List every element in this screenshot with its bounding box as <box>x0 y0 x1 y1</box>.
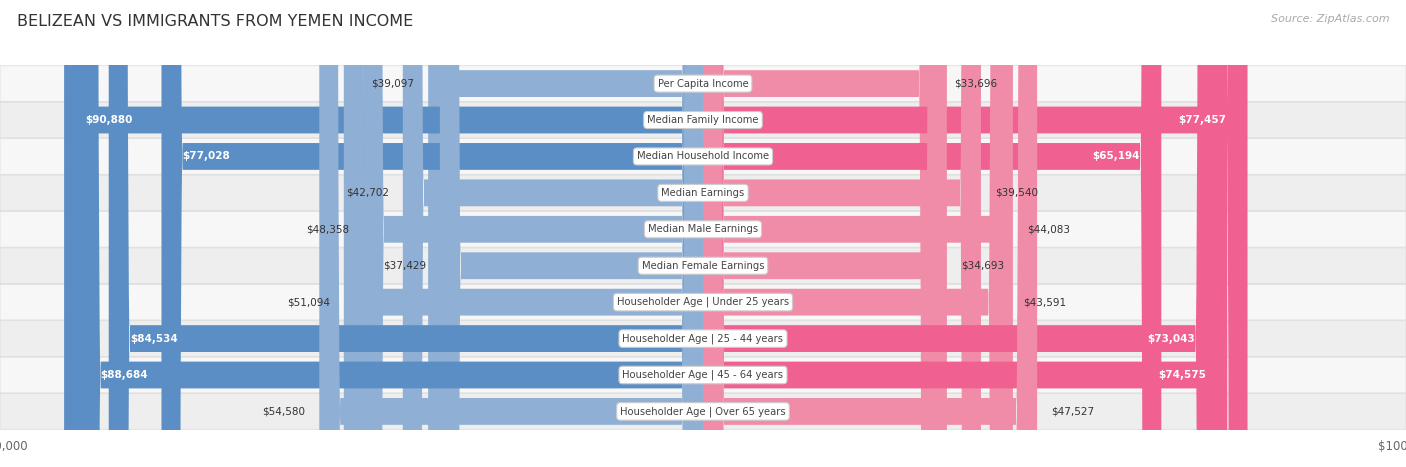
Text: $65,194: $65,194 <box>1092 151 1140 162</box>
FancyBboxPatch shape <box>440 0 703 467</box>
Text: $44,083: $44,083 <box>1026 224 1070 234</box>
Text: $42,702: $42,702 <box>346 188 388 198</box>
Text: $84,534: $84,534 <box>129 333 177 344</box>
Text: $77,028: $77,028 <box>183 151 231 162</box>
Text: $74,575: $74,575 <box>1159 370 1206 380</box>
FancyBboxPatch shape <box>0 284 1406 320</box>
FancyBboxPatch shape <box>703 0 1038 467</box>
FancyBboxPatch shape <box>0 248 1406 283</box>
Text: Householder Age | Under 25 years: Householder Age | Under 25 years <box>617 297 789 307</box>
Text: $39,540: $39,540 <box>995 188 1038 198</box>
Text: Median Earnings: Median Earnings <box>661 188 745 198</box>
Text: $37,429: $37,429 <box>382 261 426 271</box>
FancyBboxPatch shape <box>0 139 1406 174</box>
FancyBboxPatch shape <box>703 0 1012 467</box>
Text: Householder Age | Over 65 years: Householder Age | Over 65 years <box>620 406 786 417</box>
Text: $48,358: $48,358 <box>307 224 349 234</box>
Text: $88,684: $88,684 <box>101 370 148 380</box>
FancyBboxPatch shape <box>703 0 946 467</box>
FancyBboxPatch shape <box>80 0 703 467</box>
FancyBboxPatch shape <box>108 0 703 467</box>
FancyBboxPatch shape <box>0 175 1406 211</box>
FancyBboxPatch shape <box>344 0 703 467</box>
FancyBboxPatch shape <box>703 0 1161 467</box>
FancyBboxPatch shape <box>0 321 1406 356</box>
FancyBboxPatch shape <box>703 0 1247 467</box>
Text: $90,880: $90,880 <box>86 115 132 125</box>
Text: Source: ZipAtlas.com: Source: ZipAtlas.com <box>1271 14 1389 24</box>
FancyBboxPatch shape <box>162 0 703 467</box>
Text: $54,580: $54,580 <box>263 406 305 417</box>
FancyBboxPatch shape <box>319 0 703 467</box>
Text: $34,693: $34,693 <box>960 261 1004 271</box>
Text: Per Capita Income: Per Capita Income <box>658 78 748 89</box>
FancyBboxPatch shape <box>65 0 703 467</box>
Text: Median Household Income: Median Household Income <box>637 151 769 162</box>
Text: BELIZEAN VS IMMIGRANTS FROM YEMEN INCOME: BELIZEAN VS IMMIGRANTS FROM YEMEN INCOME <box>17 14 413 29</box>
FancyBboxPatch shape <box>363 0 703 467</box>
Text: Median Male Earnings: Median Male Earnings <box>648 224 758 234</box>
FancyBboxPatch shape <box>703 0 1227 467</box>
FancyBboxPatch shape <box>703 0 939 467</box>
FancyBboxPatch shape <box>0 394 1406 429</box>
FancyBboxPatch shape <box>0 212 1406 247</box>
Text: $51,094: $51,094 <box>287 297 330 307</box>
FancyBboxPatch shape <box>0 102 1406 138</box>
Text: $47,527: $47,527 <box>1052 406 1094 417</box>
Text: $39,097: $39,097 <box>371 78 415 89</box>
FancyBboxPatch shape <box>0 357 1406 393</box>
FancyBboxPatch shape <box>703 0 981 467</box>
Text: Householder Age | 45 - 64 years: Householder Age | 45 - 64 years <box>623 370 783 380</box>
FancyBboxPatch shape <box>703 0 1010 467</box>
Text: $33,696: $33,696 <box>953 78 997 89</box>
FancyBboxPatch shape <box>402 0 703 467</box>
FancyBboxPatch shape <box>0 66 1406 101</box>
Text: $77,457: $77,457 <box>1178 115 1226 125</box>
Text: $43,591: $43,591 <box>1024 297 1067 307</box>
Text: Median Female Earnings: Median Female Earnings <box>641 261 765 271</box>
Text: Median Family Income: Median Family Income <box>647 115 759 125</box>
Text: Householder Age | 25 - 44 years: Householder Age | 25 - 44 years <box>623 333 783 344</box>
FancyBboxPatch shape <box>703 0 1216 467</box>
Text: $73,043: $73,043 <box>1147 333 1195 344</box>
FancyBboxPatch shape <box>429 0 703 467</box>
